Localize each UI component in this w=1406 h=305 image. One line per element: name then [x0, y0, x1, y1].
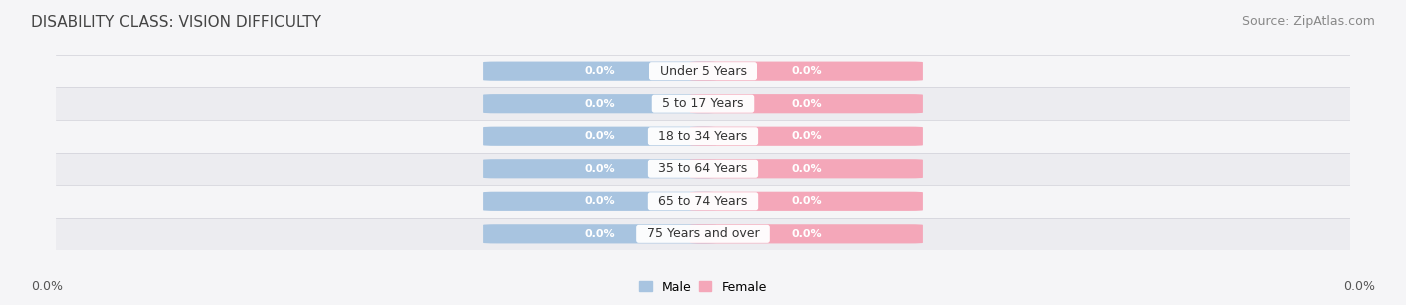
Text: 0.0%: 0.0%	[31, 280, 63, 293]
Text: 75 Years and over: 75 Years and over	[638, 227, 768, 240]
Bar	[56, 55, 1350, 88]
FancyBboxPatch shape	[484, 94, 716, 113]
Text: 0.0%: 0.0%	[585, 196, 614, 206]
Text: Under 5 Years: Under 5 Years	[651, 65, 755, 78]
Bar	[56, 88, 1350, 120]
Text: 18 to 34 Years: 18 to 34 Years	[651, 130, 755, 143]
Text: 0.0%: 0.0%	[585, 66, 614, 76]
FancyBboxPatch shape	[690, 159, 922, 178]
Text: 5 to 17 Years: 5 to 17 Years	[654, 97, 752, 110]
Text: 0.0%: 0.0%	[585, 164, 614, 174]
FancyBboxPatch shape	[484, 159, 716, 178]
FancyBboxPatch shape	[690, 224, 922, 243]
Bar	[56, 185, 1350, 217]
Text: 65 to 74 Years: 65 to 74 Years	[651, 195, 755, 208]
Text: DISABILITY CLASS: VISION DIFFICULTY: DISABILITY CLASS: VISION DIFFICULTY	[31, 15, 321, 30]
FancyBboxPatch shape	[690, 127, 922, 146]
FancyBboxPatch shape	[484, 192, 716, 211]
Text: 0.0%: 0.0%	[792, 66, 821, 76]
Text: 0.0%: 0.0%	[1343, 280, 1375, 293]
Text: 35 to 64 Years: 35 to 64 Years	[651, 162, 755, 175]
Text: Source: ZipAtlas.com: Source: ZipAtlas.com	[1241, 15, 1375, 28]
Text: 0.0%: 0.0%	[792, 131, 821, 141]
FancyBboxPatch shape	[484, 224, 716, 243]
Bar	[56, 217, 1350, 250]
Text: 0.0%: 0.0%	[585, 131, 614, 141]
Text: 0.0%: 0.0%	[585, 99, 614, 109]
FancyBboxPatch shape	[484, 62, 716, 81]
Text: 0.0%: 0.0%	[792, 196, 821, 206]
Text: 0.0%: 0.0%	[792, 99, 821, 109]
FancyBboxPatch shape	[690, 94, 922, 113]
Text: 0.0%: 0.0%	[585, 229, 614, 239]
FancyBboxPatch shape	[484, 127, 716, 146]
FancyBboxPatch shape	[690, 192, 922, 211]
FancyBboxPatch shape	[690, 62, 922, 81]
Bar	[56, 120, 1350, 152]
Legend: Male, Female: Male, Female	[634, 275, 772, 299]
Text: 0.0%: 0.0%	[792, 229, 821, 239]
Bar	[56, 152, 1350, 185]
Text: 0.0%: 0.0%	[792, 164, 821, 174]
